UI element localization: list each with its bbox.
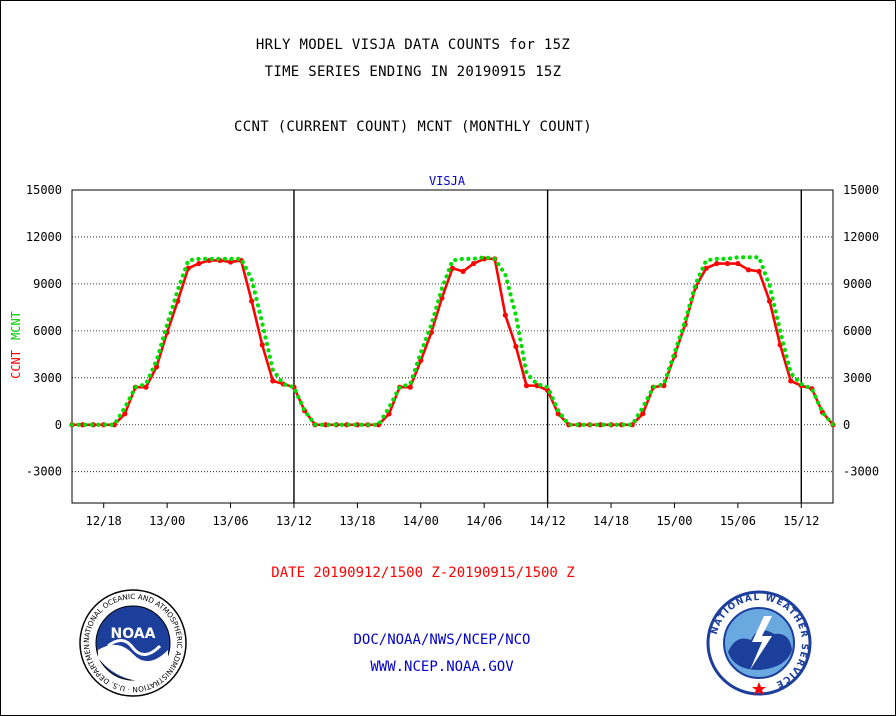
x-tick-label: 13/18 <box>339 514 375 528</box>
data-point-ccnt <box>523 383 530 389</box>
chart-title-line-1: HRLY MODEL VISJA DATA COUNTS for 15Z <box>255 37 571 53</box>
data-point-ccnt <box>460 268 466 274</box>
x-tick-label: 14/06 <box>466 514 502 528</box>
date-range-label: DATE 20190912/1500 Z-20190915/1500 Z <box>271 565 575 581</box>
x-tick-label: 15/00 <box>656 514 692 528</box>
website-link[interactable]: WWW.NCEP.NOAA.GOV <box>370 659 514 675</box>
y-axis-ticks: -3000 -3000 0 0 3000 3000 6000 6000 9000 9000 1200… <box>26 183 879 479</box>
data-point-ccnt <box>724 260 730 267</box>
y-tick-label-right: 3000 <box>843 371 872 385</box>
data-point-ccnt <box>555 411 561 417</box>
y-tick-label-left: 3000 <box>33 371 62 385</box>
data-point-ccnt <box>259 342 265 348</box>
x-tick-label: 13/12 <box>276 514 312 528</box>
data-point-ccnt <box>714 260 720 267</box>
data-point-ccnt <box>788 378 794 384</box>
x-tick-label: 14/18 <box>593 514 629 528</box>
y-tick-label-left: 0 <box>55 418 62 432</box>
data-point-ccnt <box>196 260 202 267</box>
series-lines <box>69 255 836 428</box>
y-tick-label-right: 9000 <box>843 277 872 291</box>
chart-title-line-2: TIME SERIES ENDING IN 20190915 15Z <box>264 64 562 80</box>
data-point-ccnt <box>122 411 128 417</box>
data-point-ccnt <box>143 384 149 390</box>
series-line-mcnt <box>69 255 836 427</box>
data-point-ccnt <box>756 268 762 274</box>
noaa-logo-icon: NATIONAL OCEANIC AND ATMOSPHERIC ADMINIS… <box>78 588 187 697</box>
plot-area <box>71 189 834 504</box>
y-tick-label-right: -3000 <box>843 465 879 479</box>
plot-title: VISJA <box>429 174 466 188</box>
data-point-ccnt <box>407 384 413 390</box>
data-point-ccnt <box>502 312 508 318</box>
y-label-ccnt: CCNT <box>9 350 23 379</box>
x-tick-label: 12/18 <box>86 514 122 528</box>
x-tick-label: 13/00 <box>149 514 185 528</box>
y-tick-label-left: 6000 <box>33 324 62 338</box>
day-separators <box>293 190 802 503</box>
x-tick-label: 14/00 <box>403 514 439 528</box>
y-tick-label-right: 6000 <box>843 324 872 338</box>
y-tick-label-right: 12000 <box>843 230 879 244</box>
noaa-logo-text: NOAA <box>111 626 156 642</box>
data-point-ccnt <box>471 260 477 267</box>
nws-logo-icon: NATIONAL WEATHER SERVICE <box>706 590 812 696</box>
x-axis-ticks: 12/18 13/00 13/06 13/12 13/18 14/00 14/06 14/12… <box>86 503 819 528</box>
y-tick-label-left: -3000 <box>26 465 62 479</box>
y-tick-label-right: 15000 <box>843 183 879 197</box>
grid-lines <box>72 236 833 473</box>
credit-label: DOC/NOAA/NWS/NCEP/NCO <box>353 632 531 648</box>
x-tick-label: 13/06 <box>212 514 248 528</box>
x-tick-label: 14/12 <box>530 514 566 528</box>
y-tick-label-left: 9000 <box>33 277 62 291</box>
data-point-ccnt <box>249 298 255 304</box>
y-tick-label-right: 0 <box>843 418 850 432</box>
data-point-ccnt <box>703 265 709 271</box>
data-point-ccnt <box>449 265 456 271</box>
data-point-ccnt <box>640 411 646 417</box>
y-axis-label-left: CCNT MCNT <box>9 311 23 379</box>
chart-title-line-3: CCNT (CURRENT COUNT) MCNT (MONTHLY COUNT… <box>234 119 592 135</box>
y-label-mcnt: MCNT <box>9 311 23 340</box>
svg-text:CCNTMCNT: CCNT MCNT <box>9 311 23 379</box>
data-point-ccnt <box>270 378 276 384</box>
data-point-ccnt <box>597 422 604 428</box>
data-point-ccnt <box>513 343 519 350</box>
data-point-ccnt <box>735 260 741 267</box>
y-tick-label-left: 12000 <box>26 230 62 244</box>
data-point-ccnt <box>766 298 773 304</box>
x-tick-label: 15/06 <box>720 514 756 528</box>
x-tick-label: 15/12 <box>783 514 819 528</box>
data-point-ccnt <box>661 383 667 389</box>
y-tick-label-left: 15000 <box>26 183 62 197</box>
data-point-ccnt <box>745 267 752 273</box>
